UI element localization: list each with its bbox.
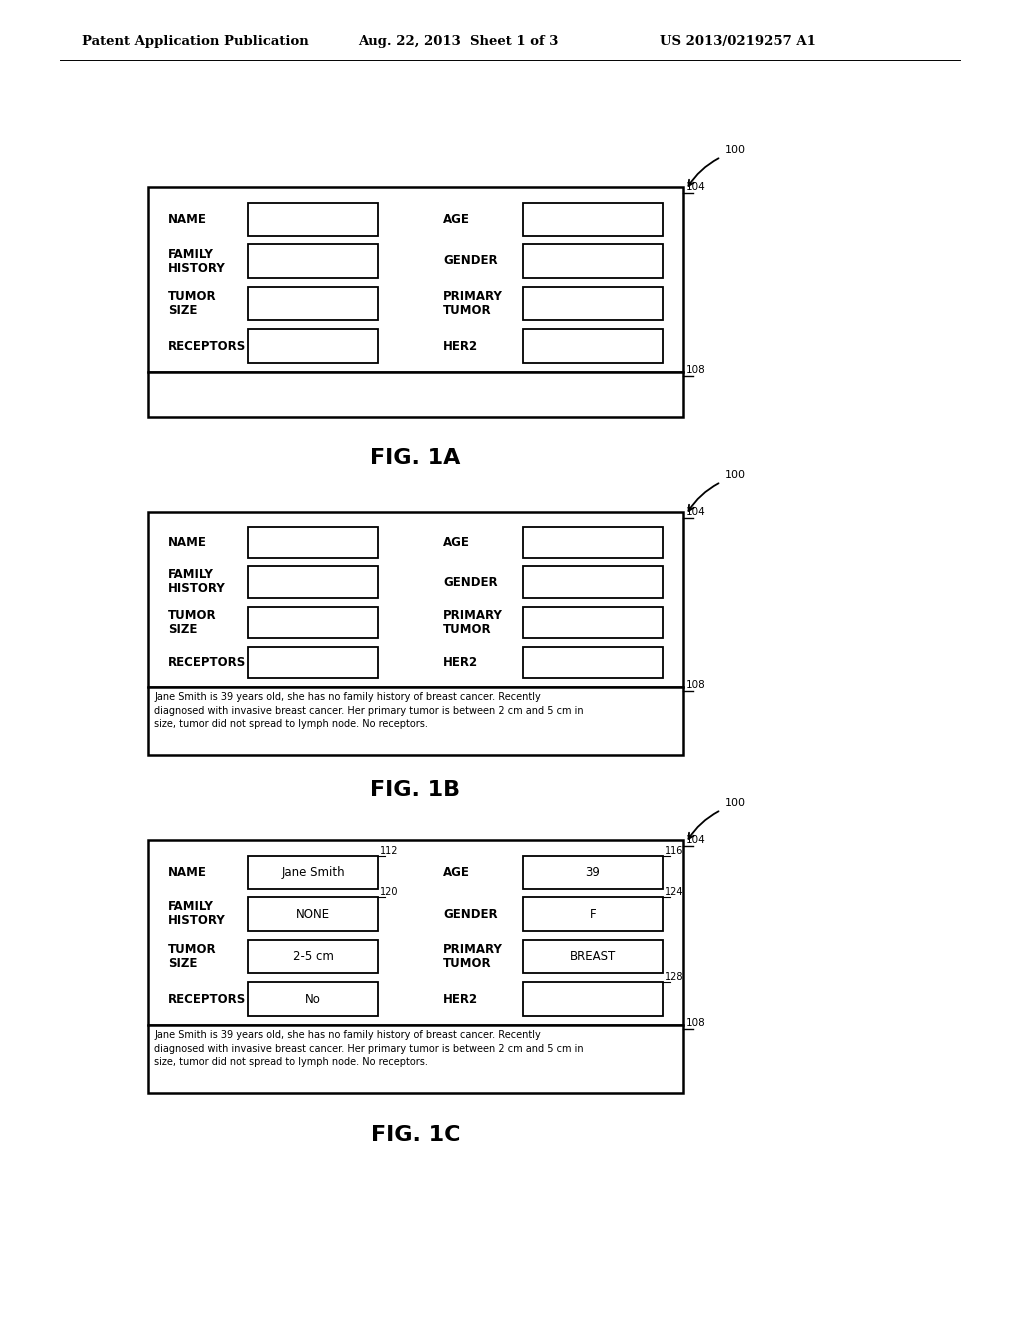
Bar: [248, 855, 378, 890]
Text: 104: 104: [686, 836, 706, 845]
Text: HISTORY: HISTORY: [168, 261, 225, 275]
Bar: [248, 286, 378, 321]
Text: SIZE: SIZE: [168, 957, 198, 970]
Text: 120: 120: [380, 887, 398, 898]
Text: 104: 104: [686, 182, 706, 191]
Text: FAMILY: FAMILY: [168, 569, 214, 582]
Text: RECEPTORS: RECEPTORS: [168, 993, 246, 1006]
Text: PRIMARY: PRIMARY: [443, 942, 503, 956]
Bar: [248, 244, 378, 277]
Text: TUMOR: TUMOR: [443, 304, 492, 317]
Bar: [523, 940, 663, 973]
Text: 128: 128: [665, 973, 683, 982]
Bar: [523, 527, 663, 558]
Bar: [148, 686, 683, 755]
Bar: [248, 527, 378, 558]
Text: 108: 108: [686, 1018, 706, 1028]
Bar: [523, 898, 663, 931]
Text: F: F: [590, 908, 596, 920]
Bar: [248, 606, 378, 638]
Text: HER2: HER2: [443, 339, 478, 352]
Text: 100: 100: [725, 145, 746, 154]
Text: BREAST: BREAST: [570, 950, 616, 964]
Bar: [148, 512, 683, 686]
Bar: [248, 566, 378, 598]
Text: HISTORY: HISTORY: [168, 915, 225, 928]
Text: 108: 108: [686, 680, 706, 690]
Text: Aug. 22, 2013  Sheet 1 of 3: Aug. 22, 2013 Sheet 1 of 3: [358, 36, 558, 49]
Text: GENDER: GENDER: [443, 576, 498, 589]
Text: NAME: NAME: [168, 866, 207, 879]
Bar: [148, 187, 683, 372]
Bar: [523, 203, 663, 236]
Text: Jane Smith: Jane Smith: [282, 866, 345, 879]
Text: NONE: NONE: [296, 908, 330, 920]
Text: GENDER: GENDER: [443, 908, 498, 920]
Text: TUMOR: TUMOR: [443, 623, 492, 636]
Bar: [148, 1026, 683, 1093]
Text: NAME: NAME: [168, 213, 207, 226]
Text: RECEPTORS: RECEPTORS: [168, 656, 246, 669]
Text: TUMOR: TUMOR: [168, 290, 217, 304]
Bar: [523, 330, 663, 363]
Text: Jane Smith is 39 years old, she has no family history of breast cancer. Recently: Jane Smith is 39 years old, she has no f…: [154, 1030, 584, 1067]
Text: GENDER: GENDER: [443, 255, 498, 268]
Text: SIZE: SIZE: [168, 623, 198, 636]
Text: 124: 124: [665, 887, 683, 898]
Text: Jane Smith is 39 years old, she has no family history of breast cancer. Recently: Jane Smith is 39 years old, she has no f…: [154, 692, 584, 729]
Text: FAMILY: FAMILY: [168, 248, 214, 260]
Text: PRIMARY: PRIMARY: [443, 609, 503, 622]
Text: NAME: NAME: [168, 536, 207, 549]
Text: AGE: AGE: [443, 213, 470, 226]
Text: FIG. 1B: FIG. 1B: [371, 780, 461, 800]
Text: TUMOR: TUMOR: [443, 957, 492, 970]
Text: TUMOR: TUMOR: [168, 609, 217, 622]
Text: FIG. 1A: FIG. 1A: [371, 447, 461, 469]
Bar: [248, 330, 378, 363]
Text: RECEPTORS: RECEPTORS: [168, 339, 246, 352]
Bar: [523, 244, 663, 277]
Bar: [248, 203, 378, 236]
Text: HER2: HER2: [443, 993, 478, 1006]
Text: AGE: AGE: [443, 866, 470, 879]
Text: 104: 104: [686, 507, 706, 517]
Bar: [523, 286, 663, 321]
Bar: [148, 372, 683, 417]
Bar: [248, 647, 378, 678]
Bar: [523, 982, 663, 1016]
Bar: [523, 606, 663, 638]
Text: US 2013/0219257 A1: US 2013/0219257 A1: [660, 36, 816, 49]
Bar: [523, 855, 663, 890]
Bar: [148, 840, 683, 1026]
Bar: [523, 566, 663, 598]
Text: 112: 112: [380, 846, 398, 855]
Bar: [248, 898, 378, 931]
Text: AGE: AGE: [443, 536, 470, 549]
Text: 100: 100: [725, 799, 746, 808]
Text: PRIMARY: PRIMARY: [443, 290, 503, 304]
Text: 108: 108: [686, 366, 706, 375]
Text: FIG. 1C: FIG. 1C: [371, 1125, 460, 1144]
Text: FAMILY: FAMILY: [168, 900, 214, 913]
Text: TUMOR: TUMOR: [168, 942, 217, 956]
Bar: [248, 982, 378, 1016]
Text: No: No: [305, 993, 321, 1006]
Text: SIZE: SIZE: [168, 304, 198, 317]
Text: HISTORY: HISTORY: [168, 582, 225, 595]
Bar: [523, 647, 663, 678]
Bar: [248, 940, 378, 973]
Text: 100: 100: [725, 470, 746, 480]
Text: 2-5 cm: 2-5 cm: [293, 950, 334, 964]
Text: HER2: HER2: [443, 656, 478, 669]
Text: 116: 116: [665, 846, 683, 855]
Text: 39: 39: [586, 866, 600, 879]
Text: Patent Application Publication: Patent Application Publication: [82, 36, 309, 49]
